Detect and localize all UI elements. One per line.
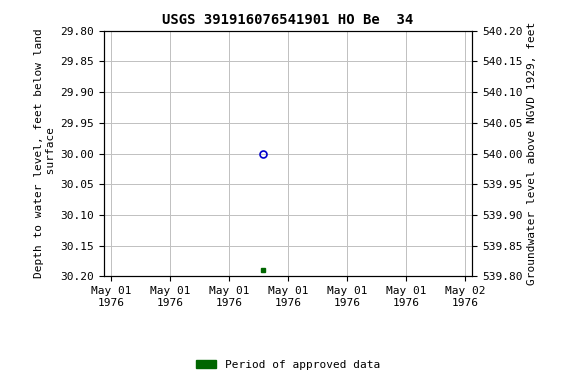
Y-axis label: Groundwater level above NGVD 1929, feet: Groundwater level above NGVD 1929, feet — [526, 22, 537, 285]
Legend: Period of approved data: Period of approved data — [191, 355, 385, 374]
Y-axis label: Depth to water level, feet below land
 surface: Depth to water level, feet below land su… — [35, 29, 56, 278]
Title: USGS 391916076541901 HO Be  34: USGS 391916076541901 HO Be 34 — [162, 13, 414, 27]
